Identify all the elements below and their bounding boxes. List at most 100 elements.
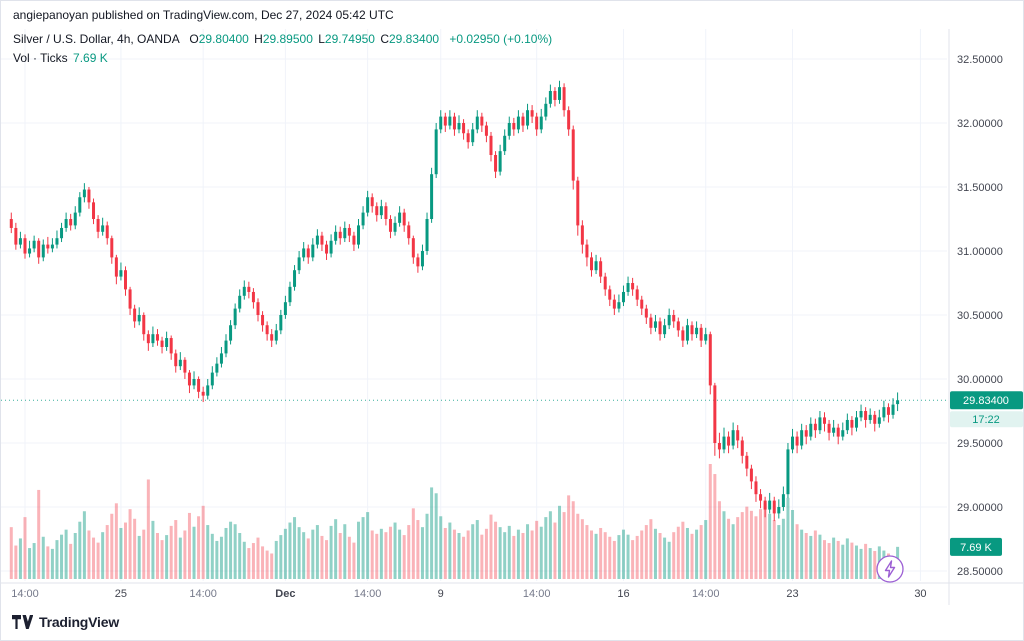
candle [699,323,703,347]
candle [896,392,900,412]
candle [827,419,831,441]
candle [567,106,571,136]
volume-bar [114,503,118,579]
price-axis-label: 28.50000 [957,566,1003,578]
lightning-button[interactable] [876,555,904,583]
volume-bar [658,533,662,579]
candle [608,285,612,307]
candle [347,224,351,243]
tradingview-logo[interactable]: TradingView [11,612,119,632]
price-axis-label: 30.00000 [957,374,1003,386]
candle [151,326,155,347]
ohlc-low-label: L [318,32,325,46]
candle [590,252,593,277]
volume-bar [859,548,863,579]
time-axis-label: Dec [275,588,295,600]
candle [73,206,77,230]
candle [261,311,265,332]
volume-bar [41,536,45,579]
candle [854,411,858,432]
candle [722,427,726,454]
volume-bar [786,497,790,579]
volume-bar [539,526,543,579]
volume-bar [690,533,694,579]
candle [210,366,214,390]
candle [763,496,767,518]
ohlc-open-value: 29.80400 [198,32,249,46]
candle [64,212,68,232]
volume-bar [96,542,100,579]
volume-bar [352,542,356,579]
candle [882,400,886,422]
candle [791,428,795,454]
change-value: +0.02950 (+0.10%) [449,32,553,46]
candle [832,419,836,437]
price-axis-label: 29.00000 [957,502,1003,514]
candle [338,226,342,245]
candle [238,289,242,313]
candle [749,464,753,490]
candle [124,266,127,296]
volume-bar [32,543,36,579]
candle [466,129,470,149]
volume-bar [736,517,740,579]
candle [283,295,287,319]
candle [411,235,415,264]
volume-bar [311,529,315,579]
ohlc-low-value: 29.74950 [324,32,375,46]
candle [530,105,534,123]
volume-bar [608,536,612,579]
time-axis-label: 14:00 [692,588,720,600]
candle [101,217,105,236]
volume-bar [494,521,498,579]
time-axis[interactable]: 14:00 25 14:00 Dec 14:00 9 14:00 16 14:00 23 30 [11,588,926,600]
time-axis-label: 14:00 [11,588,39,600]
candle [553,87,557,107]
candle [174,349,178,373]
volume-bar [484,528,488,579]
candle [594,254,598,275]
candle [279,309,283,335]
price-axis-label: 30.50000 [957,310,1003,322]
volume-bar [763,503,767,579]
current-price-badge [950,391,1023,410]
volume-bar [434,493,438,579]
candle [681,326,685,347]
volume-bar [430,487,434,579]
candle [457,115,461,134]
volume-bar [174,520,178,579]
candle [873,411,877,432]
candle [334,225,338,245]
candle [621,285,625,307]
tradingview-logo-mark-icon [12,615,33,629]
volume-bar [420,527,424,579]
price-axis[interactable]: 32.50000 32.00000 31.50000 31.00000 30.50000… [950,54,1023,578]
volume-bar [270,553,274,579]
volume-bar [868,548,872,579]
volume-bar [480,534,484,579]
volume-bar [375,533,379,579]
volume-bar [151,520,155,579]
candle [626,276,630,296]
volume-bar [124,522,127,579]
volume-bar [28,548,32,579]
volume-bar [261,546,265,579]
candle [224,334,228,358]
volume-bar [526,524,530,579]
volume-bar [133,518,137,579]
volume-bar [224,527,228,579]
candle [823,412,826,432]
candle [192,371,196,390]
volume-bar [247,548,251,579]
volume-bar [768,513,772,579]
candle [87,187,91,209]
volume-bar [439,516,443,579]
candle [274,323,278,345]
candle [233,303,237,330]
volume-bar [644,525,648,579]
candle [818,411,822,435]
candle [631,277,635,296]
volume-bar [612,540,616,579]
price-axis-label: 31.50000 [957,182,1003,194]
